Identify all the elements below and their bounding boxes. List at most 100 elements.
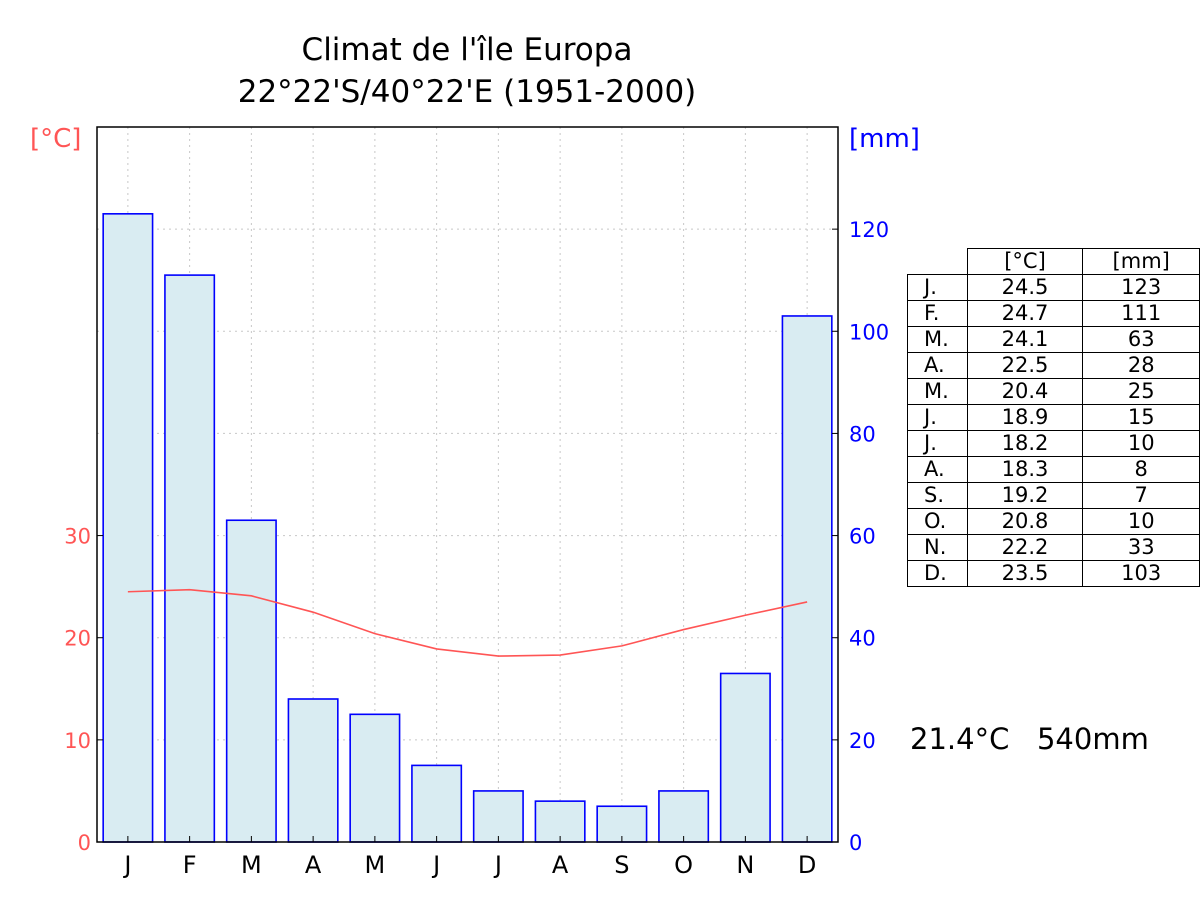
climate-summary: 21.4°C 540mm — [910, 722, 1149, 756]
table-cell-temp: 22.5 — [966, 352, 1084, 379]
table-cell-month: N. — [907, 534, 968, 561]
y-right-tick-label: 20 — [849, 729, 876, 753]
temperature-series-line — [127, 588, 808, 657]
table-cell-precip: 33 — [1082, 534, 1200, 561]
table-header-temp: [°C] — [966, 248, 1084, 275]
x-tick-label: O — [674, 851, 693, 879]
table-row: O. 20.8 10 — [907, 508, 1200, 535]
left-axis-label: [°C] — [30, 124, 82, 154]
table-cell-month: F. — [907, 300, 968, 327]
x-tick-label: J — [431, 851, 440, 879]
right-axis-label: [mm] — [849, 124, 920, 154]
x-tick-label: F — [183, 851, 197, 879]
x-tick-label: M — [365, 851, 386, 879]
table-cell-month: J. — [907, 430, 968, 457]
precipitation-bar — [658, 790, 710, 843]
table-cell-month: A. — [907, 352, 968, 379]
precipitation-bar — [411, 764, 463, 843]
table-cell-month: D. — [907, 560, 968, 587]
y-right-tick-label: 80 — [849, 422, 876, 446]
table-cell-precip: 63 — [1082, 326, 1200, 353]
table-cell-precip: 10 — [1082, 430, 1200, 457]
precipitation-bar — [781, 315, 833, 843]
table-cell-temp: 24.5 — [966, 274, 1084, 301]
axis-tick-labels: J F M A M J J A S O N D 0 10 20 30 0 20 40 60 80 100 120 — [64, 218, 889, 879]
table-cell-temp: 23.5 — [966, 560, 1084, 587]
y-left-tick-label: 10 — [64, 729, 91, 753]
table-cell-month: J. — [907, 404, 968, 431]
precipitation-bar — [719, 672, 771, 843]
precipitation-bar — [164, 274, 216, 843]
table-row: D. 23.5 103 — [907, 560, 1200, 587]
x-tick-label: J — [122, 851, 131, 879]
table-cell-precip: 25 — [1082, 378, 1200, 405]
table-cell-precip: 28 — [1082, 352, 1200, 379]
table-cell-temp: 18.3 — [966, 456, 1084, 483]
table-cell-temp: 19.2 — [966, 482, 1084, 509]
precipitation-bar — [225, 519, 277, 843]
table-cell-precip: 8 — [1082, 456, 1200, 483]
precipitation-bar — [287, 698, 339, 843]
table-corner — [907, 248, 968, 275]
x-tick-label: J — [493, 851, 502, 879]
y-left-tick-label: 30 — [64, 525, 91, 549]
y-right-tick-label: 0 — [849, 831, 862, 855]
table-cell-temp: 20.8 — [966, 508, 1084, 535]
climate-data-table: [°C] [mm] J. 24.5 123 F. 24.7 111 M. 24.1 63 A. 22… — [907, 248, 1200, 587]
table-cell-temp: 22.2 — [966, 534, 1084, 561]
precipitation-bar — [472, 790, 524, 843]
table-row: F. 24.7 111 — [907, 300, 1200, 327]
table-cell-precip: 103 — [1082, 560, 1200, 587]
table-row: J. 18.9 15 — [907, 404, 1200, 431]
precipitation-bar — [349, 713, 401, 843]
table-row: J. 18.2 10 — [907, 430, 1200, 457]
table-cell-month: A. — [907, 456, 968, 483]
x-tick-label: A — [305, 851, 322, 879]
y-right-tick-label: 40 — [849, 627, 876, 651]
axis-ticks — [97, 228, 838, 843]
table-row: A. 18.3 8 — [907, 456, 1200, 483]
chart-subtitle: 22°22'S/40°22'E (1951-2000) — [237, 74, 697, 110]
table-cell-precip: 123 — [1082, 274, 1200, 301]
precipitation-bars — [102, 213, 833, 843]
table-cell-precip: 111 — [1082, 300, 1200, 327]
table-cell-month: O. — [907, 508, 968, 535]
table-row: S. 19.2 7 — [907, 482, 1200, 509]
x-tick-label: N — [736, 851, 754, 879]
table-cell-temp: 24.7 — [966, 300, 1084, 327]
y-right-tick-label: 120 — [849, 218, 889, 242]
precipitation-bar — [102, 213, 154, 843]
y-right-tick-label: 60 — [849, 525, 876, 549]
table-row: J. 24.5 123 — [907, 274, 1200, 301]
plot-frame — [96, 126, 839, 843]
table-cell-precip: 15 — [1082, 404, 1200, 431]
table-row: M. 24.1 63 — [907, 326, 1200, 353]
table-row: M. 20.4 25 — [907, 378, 1200, 405]
table-header-precip: [mm] — [1082, 248, 1200, 275]
table-row: N. 22.2 33 — [907, 534, 1200, 561]
table-header-row: [°C] [mm] — [907, 248, 1200, 275]
x-tick-label: A — [552, 851, 569, 879]
table-cell-temp: 18.2 — [966, 430, 1084, 457]
x-tick-label: M — [241, 851, 262, 879]
table-cell-month: J. — [907, 274, 968, 301]
temperature-line — [127, 588, 808, 657]
table-cell-temp: 18.9 — [966, 404, 1084, 431]
table-cell-temp: 24.1 — [966, 326, 1084, 353]
table-cell-precip: 7 — [1082, 482, 1200, 509]
chart-title: Climat de l'île Europa — [301, 32, 633, 68]
table-cell-precip: 10 — [1082, 508, 1200, 535]
y-left-tick-label: 0 — [78, 831, 91, 855]
x-tick-label: D — [798, 851, 816, 879]
table-cell-month: M. — [907, 326, 968, 353]
summary-mean-temp: 21.4°C — [910, 722, 1010, 756]
summary-total-precip: 540mm — [1036, 722, 1149, 756]
table-cell-month: M. — [907, 378, 968, 405]
y-right-tick-label: 100 — [849, 320, 889, 344]
x-tick-label: S — [614, 851, 629, 879]
y-left-tick-label: 20 — [64, 627, 91, 651]
table-cell-temp: 20.4 — [966, 378, 1084, 405]
table-row: A. 22.5 28 — [907, 352, 1200, 379]
table-cell-month: S. — [907, 482, 968, 509]
